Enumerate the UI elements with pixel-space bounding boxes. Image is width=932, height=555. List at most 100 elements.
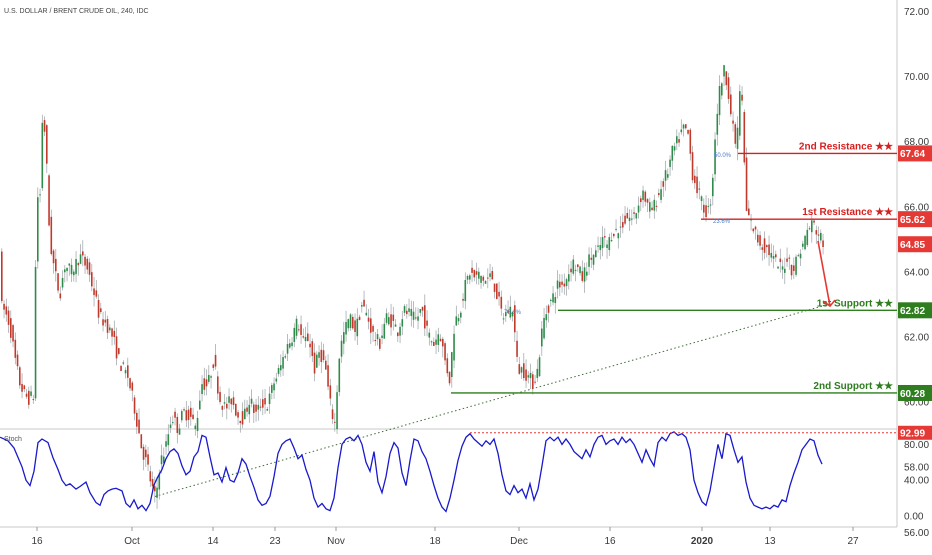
candle-body	[104, 319, 107, 323]
candle-body	[680, 129, 683, 133]
candle-body	[309, 343, 311, 348]
candle-body	[221, 405, 224, 410]
candle-body	[46, 125, 48, 164]
candle-body	[165, 441, 167, 447]
candle-body	[32, 399, 35, 401]
candle-body	[554, 297, 557, 304]
candle-body	[133, 397, 136, 414]
candle-body	[754, 226, 757, 230]
candle-body	[781, 266, 784, 270]
candle-body	[172, 422, 174, 424]
time-tick-label: Dec	[510, 536, 528, 547]
candle-body	[41, 122, 44, 189]
candle-body	[57, 273, 59, 291]
levels-layer: 2nd Resistance ★★ 67.64 1st Resistance ★★ 6…	[451, 141, 932, 401]
candle-body	[111, 328, 113, 337]
candle-body	[556, 280, 559, 289]
ascending-trendline	[154, 303, 829, 497]
price-tick-label: 56.00	[904, 528, 929, 539]
candle-body	[511, 311, 514, 317]
candle-body	[293, 327, 296, 342]
candle-body	[399, 326, 401, 336]
candle-body	[622, 222, 624, 228]
stoch-tick-label: 80.00	[904, 440, 929, 451]
level-name: 2nd Support ★★	[813, 381, 893, 392]
candle-body	[259, 406, 262, 408]
candle-body	[624, 215, 626, 224]
candle-body	[705, 205, 707, 218]
level-price-label: 62.82	[900, 306, 925, 317]
candle-body	[318, 352, 320, 358]
level-price-tag	[898, 211, 932, 228]
candle-body	[336, 392, 338, 430]
candle-body	[169, 424, 172, 428]
candle-body	[592, 254, 595, 265]
stoch-level-tag	[898, 425, 932, 440]
candle-body	[496, 283, 498, 299]
candle-body	[637, 205, 640, 213]
candle-body	[775, 254, 777, 258]
candle-body	[214, 354, 217, 367]
candle-body	[250, 398, 253, 404]
candle-body	[273, 383, 275, 391]
candle-body	[147, 454, 149, 465]
time-tick-label: 18	[429, 536, 441, 547]
candle-body	[480, 275, 482, 283]
candle-body	[723, 65, 725, 77]
candle-body	[716, 113, 719, 135]
time-tick-label: Nov	[327, 536, 345, 547]
candle-body	[237, 412, 239, 418]
candle-body	[527, 375, 530, 378]
candle-body	[757, 234, 759, 243]
candle-body	[736, 127, 739, 149]
candle-body	[788, 257, 791, 259]
candle-body	[604, 236, 606, 238]
candle-body	[190, 407, 192, 417]
candle-body	[628, 217, 631, 221]
candle-body	[799, 253, 802, 259]
candle-body	[68, 263, 71, 266]
candle-body	[43, 120, 46, 132]
candle-body	[815, 230, 818, 235]
candle-body	[597, 245, 599, 247]
candle-body	[588, 254, 590, 267]
candle-body	[610, 240, 613, 242]
price-tick-label: 72.00	[904, 7, 929, 18]
fib-label: 50.0%	[714, 153, 732, 159]
candle-body	[325, 360, 327, 370]
candle-body	[579, 266, 581, 274]
level-price-tag	[898, 302, 932, 319]
time-tick-label: 16	[31, 536, 43, 547]
candle-body	[718, 85, 721, 116]
candle-body	[295, 318, 298, 336]
candle-body	[678, 139, 680, 143]
candle-body	[79, 254, 82, 264]
candle-body	[286, 343, 289, 354]
candle-body	[7, 310, 10, 325]
candle-body	[93, 288, 95, 296]
candle-body	[185, 410, 188, 421]
candle-body	[514, 305, 516, 333]
candle-body	[568, 274, 570, 282]
candle-body	[102, 319, 104, 326]
candle-body	[415, 317, 417, 319]
candle-body	[1, 251, 3, 302]
candle-body	[347, 319, 350, 329]
candle-body	[257, 404, 260, 410]
candle-body	[55, 258, 57, 272]
candle-body	[275, 378, 278, 382]
candle-body	[642, 190, 644, 201]
candle-body	[349, 314, 352, 328]
current-price-label: 64.85	[900, 240, 925, 251]
candle-body	[489, 273, 491, 277]
candle-body	[255, 404, 257, 412]
candle-body	[397, 332, 399, 337]
candle-body	[300, 324, 302, 335]
candle-body	[253, 404, 255, 413]
candle-body	[574, 269, 577, 271]
candle-body	[714, 139, 716, 175]
candle-body	[523, 363, 525, 379]
candle-body	[199, 400, 201, 410]
candle-body	[212, 364, 215, 368]
